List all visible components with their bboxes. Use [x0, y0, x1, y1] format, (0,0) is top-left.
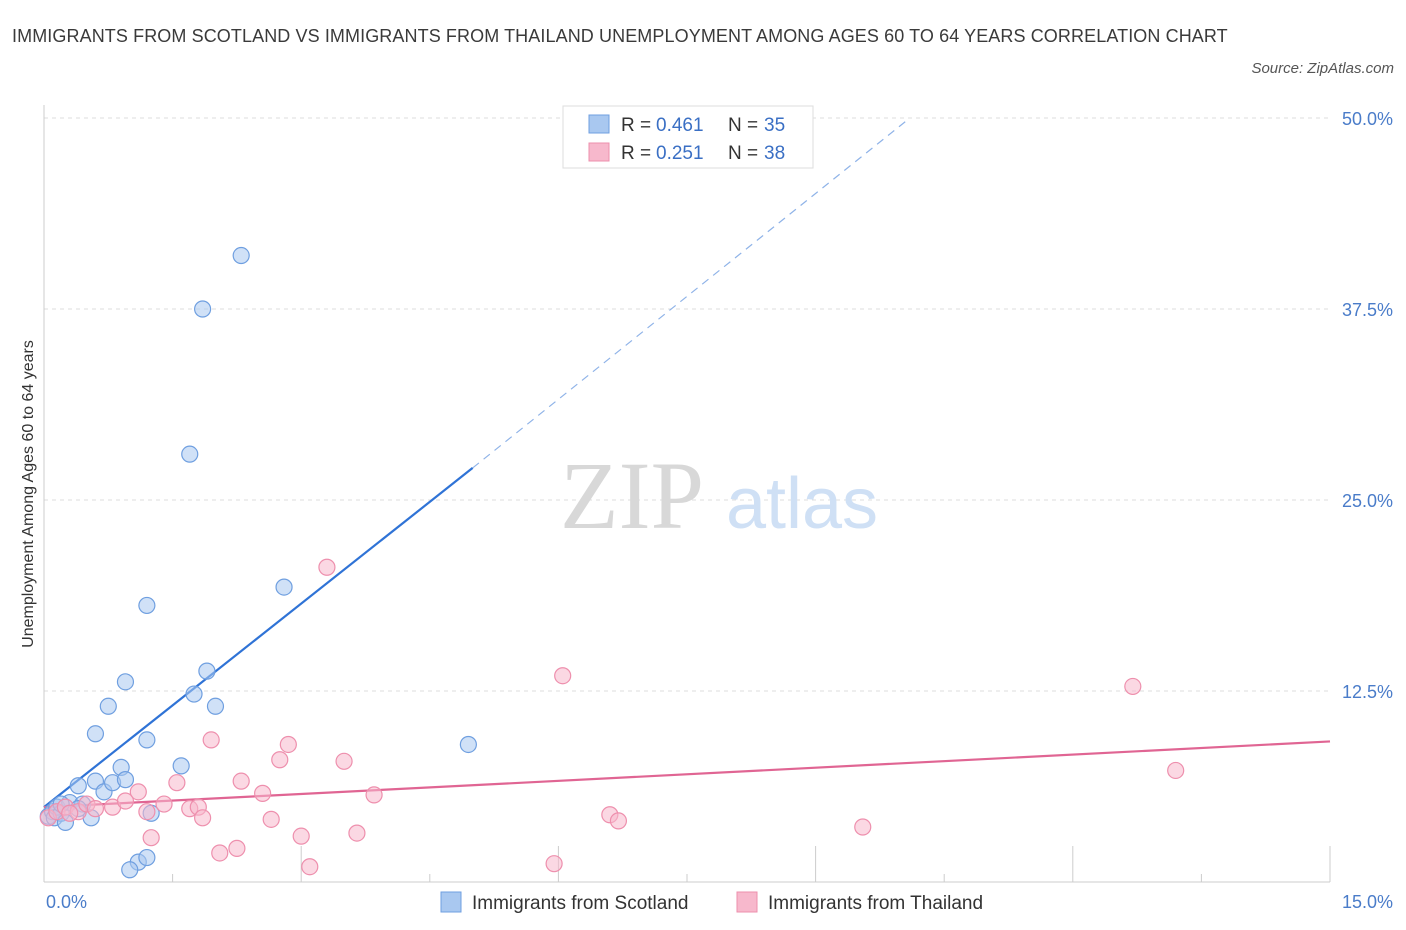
- scotland-point: [198, 662, 216, 680]
- scotland-point: [275, 578, 293, 596]
- x-tick-labels: 0.0% 15.0%: [46, 892, 1393, 912]
- x-tick-label-min: 0.0%: [46, 892, 87, 912]
- y-tick-label: 37.5%: [1342, 300, 1393, 320]
- thailand-point: [254, 784, 272, 802]
- legend-n-value-thailand: 38: [764, 143, 785, 164]
- thailand-point: [365, 786, 383, 804]
- watermark: ZIP atlas: [560, 442, 878, 549]
- legend-swatch-thailand: [588, 142, 610, 162]
- thailand-point: [301, 858, 319, 876]
- thailand-point: [61, 804, 79, 822]
- scotland-point: [138, 848, 156, 867]
- scotland-point: [138, 731, 156, 749]
- scotland-point: [206, 697, 225, 715]
- scotland-point: [232, 246, 250, 265]
- legend-n-value-scotland: 35: [764, 115, 785, 136]
- scotland-point: [185, 685, 203, 703]
- thailand-point: [142, 829, 160, 847]
- scotland-point: [172, 757, 190, 775]
- bottom-legend: Immigrants from Scotland Immigrants from…: [440, 891, 983, 914]
- scotland-point: [116, 771, 135, 789]
- scotland-point: [86, 725, 105, 743]
- watermark-atlas: atlas: [726, 464, 878, 544]
- thailand-point: [211, 844, 229, 862]
- thailand-point: [168, 774, 186, 792]
- trend-line-scotland: [43, 467, 474, 808]
- thailand-point: [271, 751, 289, 769]
- x-tick-label-max: 15.0%: [1342, 892, 1393, 912]
- thailand-point: [348, 824, 366, 842]
- thailand-point: [335, 752, 353, 770]
- y-axis-label: Unemployment Among Ages 60 to 64 years: [20, 340, 37, 648]
- thailand-point: [554, 667, 572, 685]
- thailand-point: [318, 558, 336, 576]
- bottom-legend-label-scotland: Immigrants from Scotland: [472, 893, 688, 914]
- thailand-point: [1167, 761, 1185, 780]
- scotland-point: [116, 673, 135, 691]
- thailand-point: [545, 855, 563, 873]
- trend-line-scotland-extension: [472, 117, 911, 469]
- source-label: Source: ZipAtlas.com: [1251, 60, 1394, 77]
- y-tick-label: 50.0%: [1342, 109, 1393, 129]
- legend-r-value-scotland: 0.461: [656, 115, 704, 136]
- bottom-legend-swatch-scotland: [440, 891, 462, 913]
- scotland-point: [181, 445, 199, 463]
- legend-r-value-thailand: 0.251: [656, 143, 704, 164]
- thailand-point: [1124, 677, 1142, 696]
- stats-legend: R = 0.461 N = 35 R = 0.251 N = 38: [562, 105, 814, 169]
- scotland-point: [121, 861, 139, 879]
- watermark-zip: ZIP: [560, 442, 704, 549]
- bottom-legend-swatch-thailand: [736, 891, 758, 913]
- thailand-point: [279, 735, 297, 754]
- y-tick-label: 12.5%: [1342, 682, 1393, 702]
- y-tick-label: 25.0%: [1342, 491, 1393, 511]
- legend-n-label-scotland: N =: [728, 115, 758, 136]
- thailand-point: [609, 812, 628, 830]
- thailand-point: [194, 809, 212, 827]
- thailand-point: [116, 792, 135, 810]
- scotland-point: [99, 697, 117, 715]
- bottom-legend-label-thailand: Immigrants from Thailand: [768, 893, 983, 914]
- legend-n-label-thailand: N =: [728, 143, 758, 164]
- thailand-point: [138, 803, 156, 821]
- thailand-point: [202, 731, 220, 749]
- y-tick-labels: 12.5% 25.0% 37.5% 50.0%: [1342, 109, 1393, 702]
- grid-lines: [44, 117, 1330, 692]
- data-points: [39, 246, 1185, 879]
- scotland-point: [69, 777, 87, 795]
- thailand-point: [854, 818, 872, 836]
- thailand-point: [292, 827, 310, 845]
- thailand-point: [129, 783, 147, 801]
- thailand-point: [228, 839, 246, 857]
- scotland-point: [194, 300, 212, 318]
- chart-title: IMMIGRANTS FROM SCOTLAND VS IMMIGRANTS F…: [12, 26, 1228, 46]
- thailand-point: [86, 800, 105, 818]
- legend-swatch-scotland: [588, 114, 610, 134]
- thailand-point: [262, 810, 280, 828]
- thailand-point: [232, 772, 250, 790]
- legend-r-label-scotland: R =: [621, 115, 651, 136]
- thailand-point: [155, 795, 173, 813]
- scotland-point: [459, 735, 477, 754]
- legend-r-label-thailand: R =: [621, 143, 651, 164]
- scotland-point: [138, 596, 156, 615]
